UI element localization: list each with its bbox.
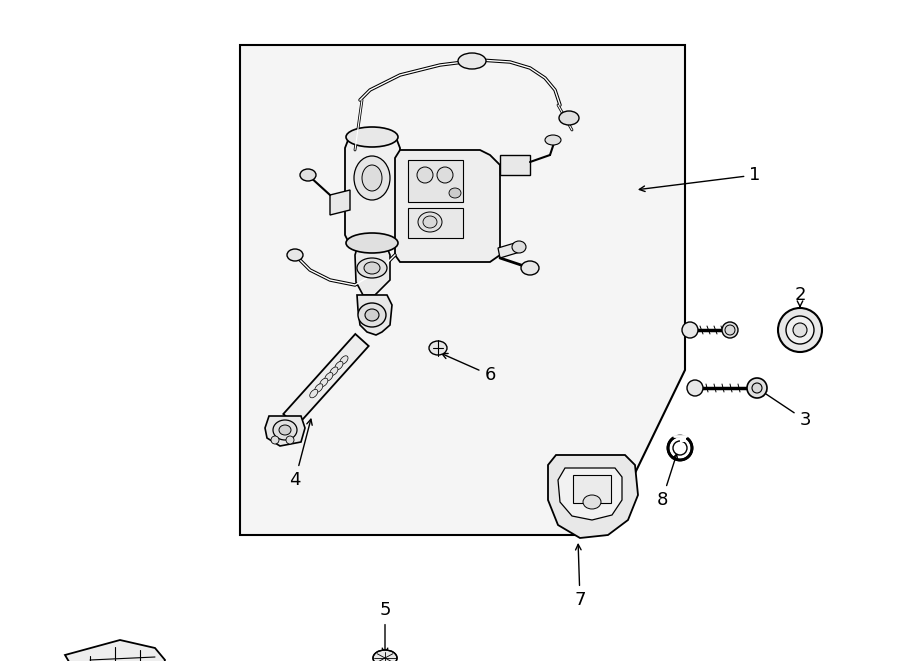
Ellipse shape: [786, 316, 814, 344]
Bar: [573, 475, 611, 503]
Ellipse shape: [273, 420, 297, 440]
Ellipse shape: [747, 378, 767, 398]
Polygon shape: [558, 468, 622, 520]
Ellipse shape: [286, 436, 294, 444]
Polygon shape: [357, 295, 392, 335]
Ellipse shape: [364, 262, 380, 274]
Ellipse shape: [429, 341, 447, 355]
Text: 2: 2: [794, 286, 806, 307]
Polygon shape: [240, 45, 685, 535]
Ellipse shape: [315, 384, 323, 392]
Ellipse shape: [458, 53, 486, 69]
Ellipse shape: [310, 389, 318, 398]
Bar: [408, 208, 463, 238]
Ellipse shape: [521, 261, 539, 275]
Ellipse shape: [512, 241, 526, 253]
Text: 1: 1: [639, 166, 760, 192]
Ellipse shape: [778, 308, 822, 352]
Bar: [500, 155, 530, 175]
Text: 5: 5: [379, 601, 391, 654]
Text: 8: 8: [656, 454, 678, 509]
Polygon shape: [330, 190, 350, 215]
Ellipse shape: [417, 167, 433, 183]
Ellipse shape: [673, 441, 687, 455]
Ellipse shape: [559, 111, 579, 125]
Ellipse shape: [687, 380, 703, 396]
Ellipse shape: [362, 165, 382, 191]
Text: 9: 9: [0, 660, 1, 661]
Ellipse shape: [449, 188, 461, 198]
Ellipse shape: [583, 495, 601, 509]
Ellipse shape: [793, 323, 807, 337]
Ellipse shape: [346, 233, 398, 253]
Text: 4: 4: [289, 419, 312, 489]
Ellipse shape: [682, 322, 698, 338]
Ellipse shape: [545, 135, 561, 145]
Polygon shape: [265, 416, 305, 446]
Ellipse shape: [725, 325, 735, 335]
Ellipse shape: [340, 356, 348, 364]
Ellipse shape: [271, 436, 279, 444]
Ellipse shape: [423, 216, 437, 228]
Text: 6: 6: [442, 354, 496, 384]
Polygon shape: [548, 455, 638, 538]
Polygon shape: [498, 242, 520, 258]
Ellipse shape: [437, 167, 453, 183]
Ellipse shape: [373, 650, 397, 661]
Text: 7: 7: [574, 544, 586, 609]
Ellipse shape: [418, 212, 442, 232]
Ellipse shape: [330, 367, 338, 375]
Ellipse shape: [357, 258, 387, 278]
Ellipse shape: [365, 309, 379, 321]
Polygon shape: [65, 640, 165, 661]
Text: 6: 6: [0, 660, 1, 661]
Ellipse shape: [325, 373, 333, 381]
Ellipse shape: [354, 156, 390, 200]
Ellipse shape: [335, 362, 343, 369]
Ellipse shape: [752, 383, 762, 393]
Ellipse shape: [320, 378, 328, 387]
Ellipse shape: [287, 249, 303, 261]
Ellipse shape: [722, 322, 738, 338]
Ellipse shape: [346, 127, 398, 147]
Polygon shape: [395, 150, 500, 262]
Ellipse shape: [300, 169, 316, 181]
Ellipse shape: [279, 425, 291, 435]
Bar: [680, 436, 686, 442]
Polygon shape: [355, 245, 390, 295]
Ellipse shape: [358, 303, 386, 327]
Text: 3: 3: [760, 391, 811, 429]
Polygon shape: [284, 334, 369, 426]
Bar: [408, 160, 463, 202]
Polygon shape: [345, 135, 400, 245]
